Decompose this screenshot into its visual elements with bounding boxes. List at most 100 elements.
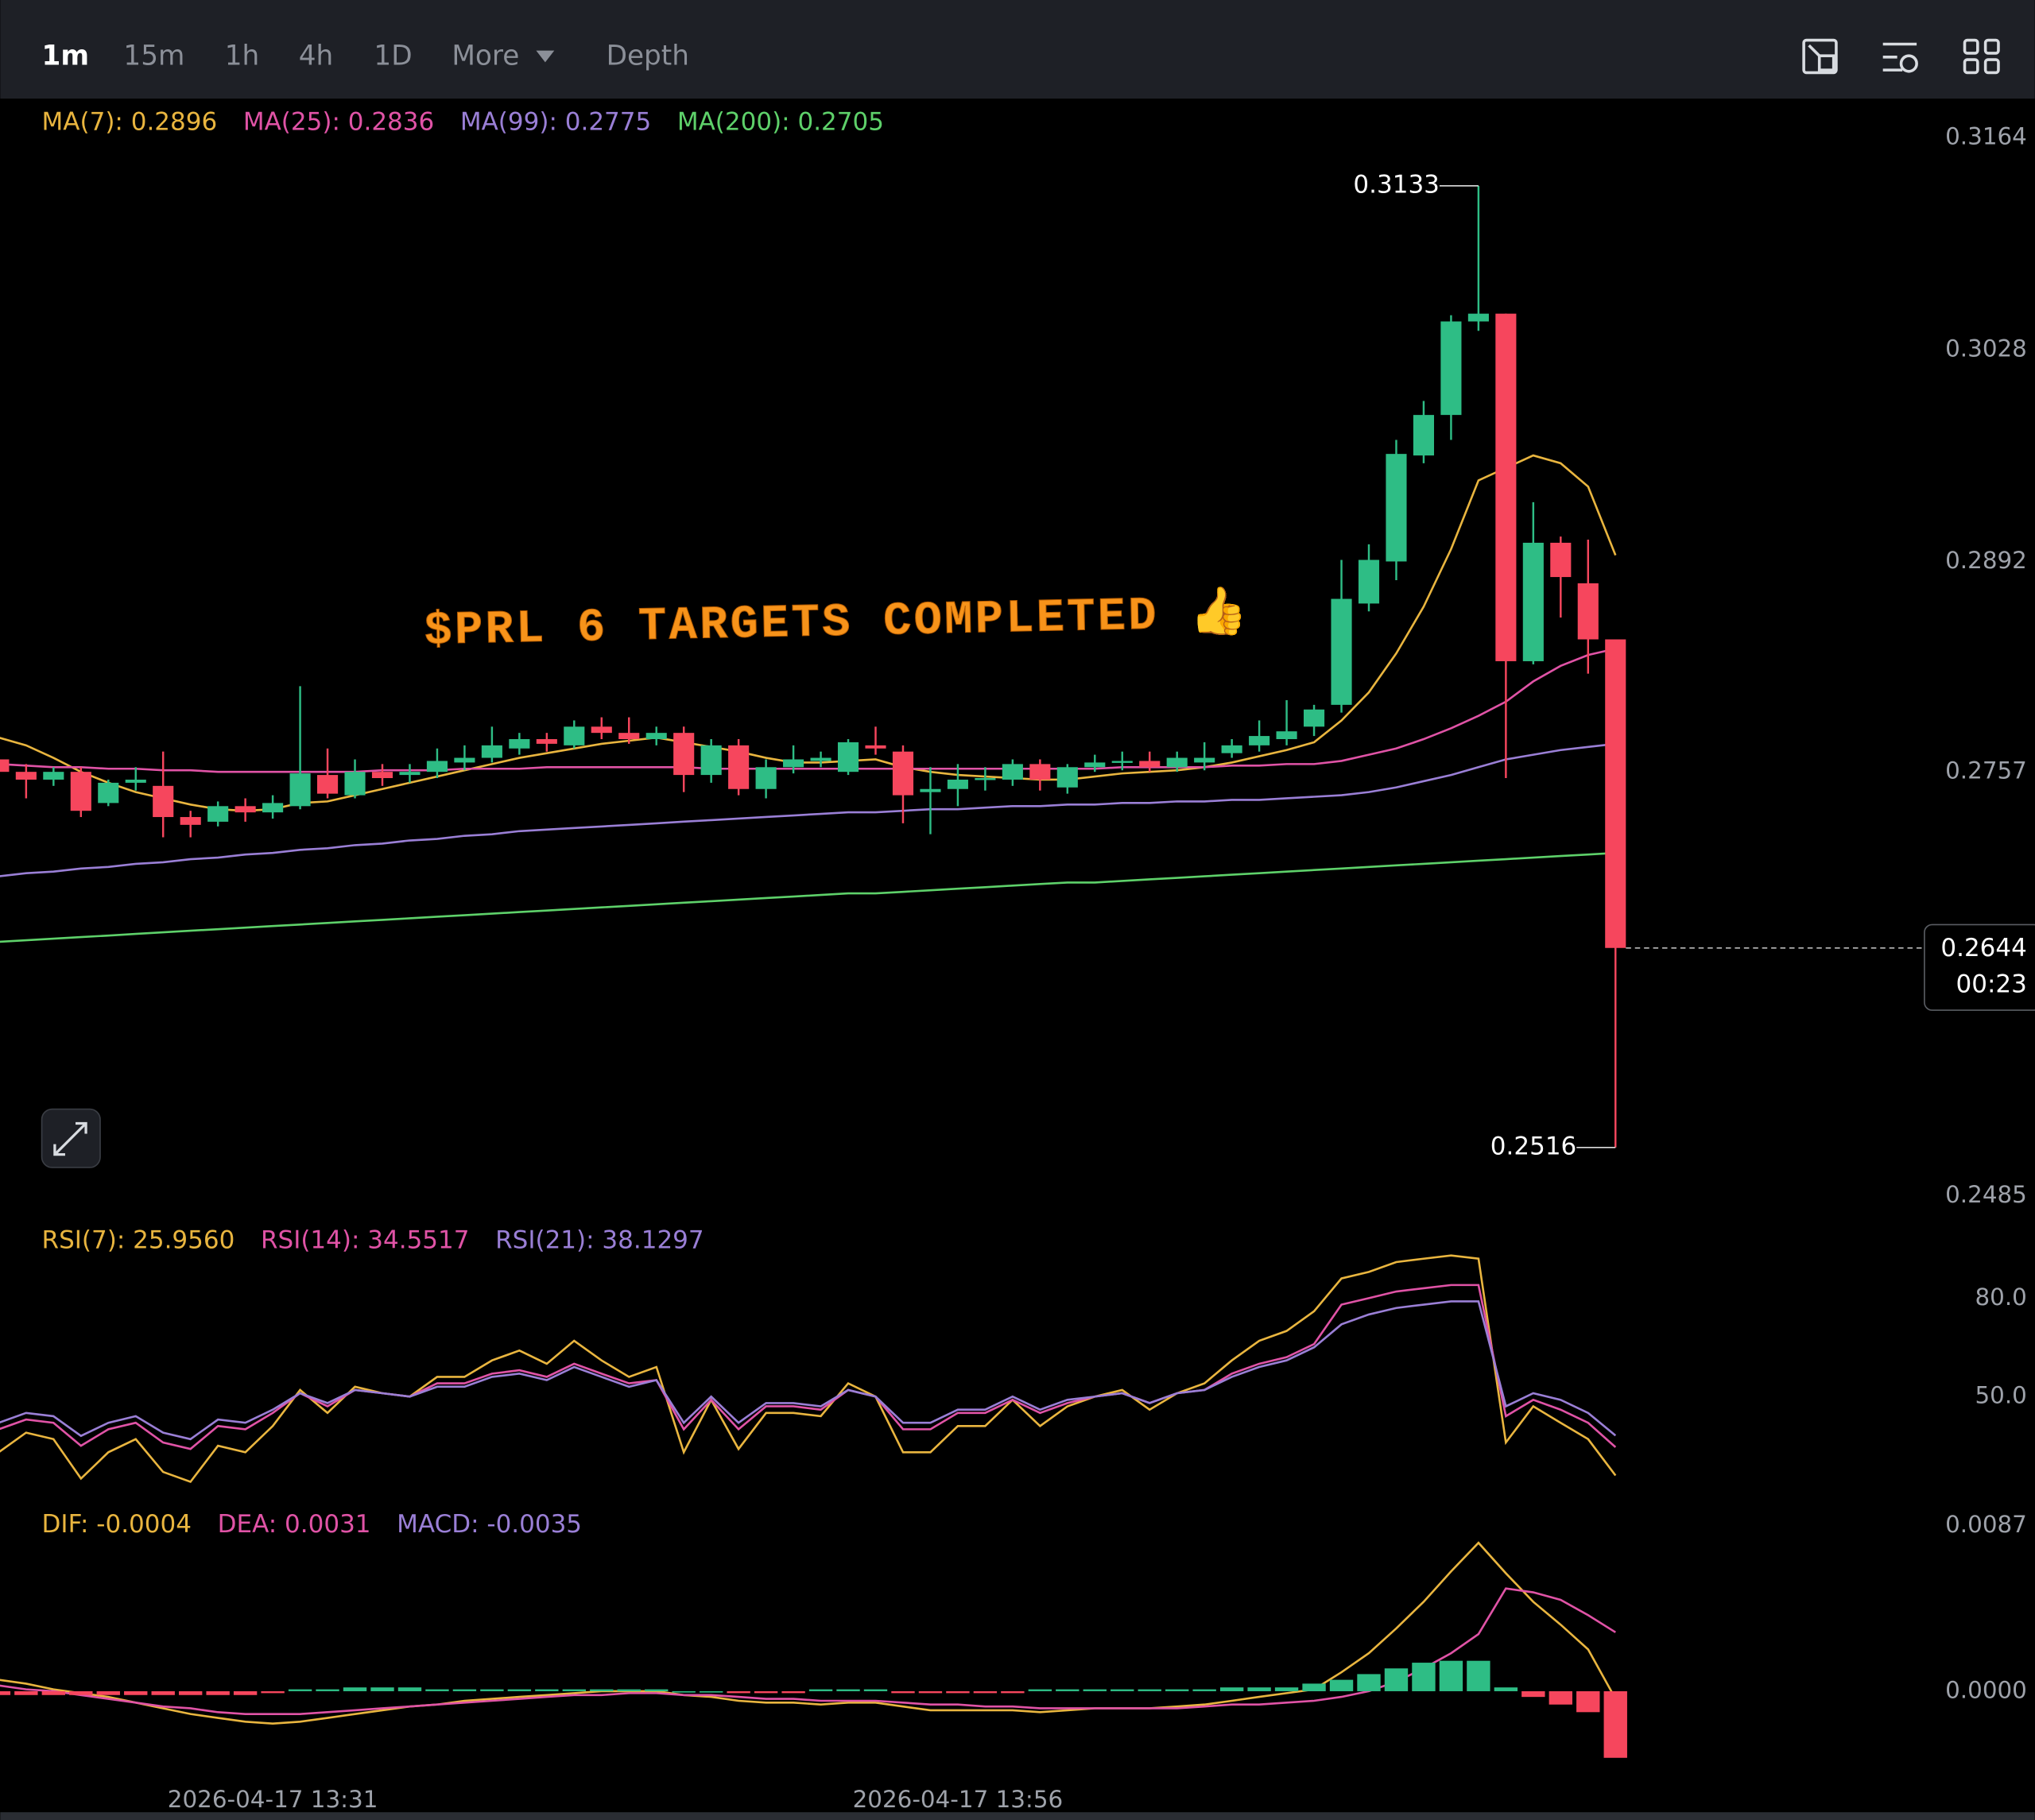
macd-bar <box>1302 1683 1326 1691</box>
legend-entry: MA(99): 0.2775 <box>460 108 651 137</box>
macd-bar <box>96 1690 120 1695</box>
indicator-line <box>0 742 1616 877</box>
candle-body <box>180 817 201 825</box>
candle-body <box>1577 583 1599 640</box>
macd-bar <box>233 1690 258 1695</box>
candle-body <box>536 738 557 744</box>
macd-bar <box>562 1689 586 1691</box>
macd-bar <box>1603 1690 1627 1758</box>
candle-body <box>1194 757 1215 763</box>
candle-body <box>1221 745 1242 753</box>
countdown-label: 00:23 <box>1956 970 2027 999</box>
macd-bar <box>69 1690 93 1695</box>
macd-bar <box>1329 1679 1354 1691</box>
interval-tab[interactable]: 1m <box>42 40 90 72</box>
macd-bar <box>14 1690 38 1695</box>
bottom-bar <box>0 1812 2035 1820</box>
candle-body <box>1467 313 1489 322</box>
indicator-line <box>0 851 1616 943</box>
candle-body <box>728 745 750 789</box>
macd-bar <box>699 1690 723 1693</box>
candle-body <box>1002 764 1023 780</box>
expand-button[interactable] <box>41 1108 101 1168</box>
macd-bar <box>480 1689 504 1691</box>
candle-body <box>207 806 229 822</box>
interval-tab[interactable]: 15m <box>123 40 184 72</box>
legend-entry: RSI(21): 38.1297 <box>495 1226 704 1255</box>
candle-body <box>1413 415 1435 456</box>
macd-bar <box>343 1687 367 1691</box>
macd-bar <box>1412 1663 1436 1691</box>
legend-entry: DIF: -0.0004 <box>42 1510 192 1539</box>
candle-body <box>564 726 585 745</box>
macd-bar <box>1219 1687 1244 1691</box>
macd-bar <box>754 1690 778 1694</box>
candle-body <box>0 759 10 773</box>
indicator-line <box>0 1284 1617 1450</box>
candle-body <box>289 773 311 807</box>
macd-bar <box>452 1689 477 1691</box>
candle-body <box>1249 736 1270 745</box>
legend-entry: MA(25): 0.2836 <box>243 108 434 137</box>
macd-bar <box>261 1690 285 1694</box>
legend-entry: RSI(14): 34.5517 <box>261 1226 469 1255</box>
macd-bar <box>1467 1660 1490 1691</box>
candle-body <box>920 788 941 792</box>
macd-bar <box>1056 1689 1080 1691</box>
candle-body <box>1440 321 1462 416</box>
candle-body <box>371 772 393 779</box>
candle-body <box>618 733 640 739</box>
y-tick-label: 0.2485 <box>1945 1181 2027 1208</box>
low-label: 0.2516 <box>1490 1132 1576 1160</box>
candle-body <box>481 745 502 758</box>
y-tick-label: 80.0 <box>1975 1284 2026 1311</box>
candle-body <box>1304 709 1325 727</box>
dropdown-arrow <box>536 50 555 63</box>
macd-bar <box>151 1690 175 1695</box>
candle-body <box>235 806 256 813</box>
candle-body <box>700 745 722 776</box>
indicator-line <box>0 647 1616 773</box>
y-tick-label: 0.2757 <box>1945 757 2027 784</box>
more-menu[interactable]: More <box>452 40 519 72</box>
macd-bar <box>1083 1689 1107 1691</box>
layout-icon[interactable] <box>1963 38 2000 75</box>
candle-body <box>1111 761 1133 763</box>
legend-entry: MACD: -0.0035 <box>397 1510 582 1539</box>
legend-entry: RSI(7): 25.9560 <box>42 1226 235 1255</box>
toolbar-icons <box>1802 38 2000 75</box>
candle-body <box>344 772 366 796</box>
interval-tab[interactable]: 1D <box>374 40 412 72</box>
macd-bar <box>1576 1690 1600 1713</box>
macd-bar <box>1111 1689 1134 1691</box>
macd-bar <box>1192 1689 1216 1691</box>
depth-tab[interactable]: Depth <box>607 40 689 72</box>
candle-body <box>70 772 91 811</box>
candle-body <box>810 757 831 761</box>
plot-area: 0.2485 0.2757 0.2892 0.3028 0.3164 2026-04-17… <box>0 108 2035 1813</box>
indicator-line <box>0 1587 1616 1715</box>
macd-bar <box>397 1687 422 1691</box>
macd-bar <box>1384 1668 1409 1691</box>
macd-bar <box>316 1689 339 1691</box>
candle-body <box>43 772 64 780</box>
candle-body <box>426 761 448 773</box>
candle-body <box>865 745 886 749</box>
y-tick-label: 50.0 <box>1975 1382 2026 1409</box>
macd-bar <box>836 1689 860 1691</box>
macd-bar <box>727 1690 750 1694</box>
chart-settings-icon[interactable] <box>1802 38 1838 75</box>
macd-bar <box>1439 1660 1463 1691</box>
interval-tab[interactable]: 4h <box>299 40 334 72</box>
macd-bar <box>946 1690 970 1694</box>
interval-tab[interactable]: 1h <box>225 40 260 72</box>
macd-bar <box>781 1690 805 1694</box>
y-tick-label: 0.3028 <box>1945 335 2027 362</box>
macd-bar <box>507 1689 532 1691</box>
candle-body <box>316 775 339 794</box>
legend-entry: MA(7): 0.2896 <box>42 108 218 137</box>
indicator-icon[interactable] <box>1882 42 1918 73</box>
macd-bar <box>1357 1674 1381 1691</box>
candle-body <box>645 733 667 739</box>
